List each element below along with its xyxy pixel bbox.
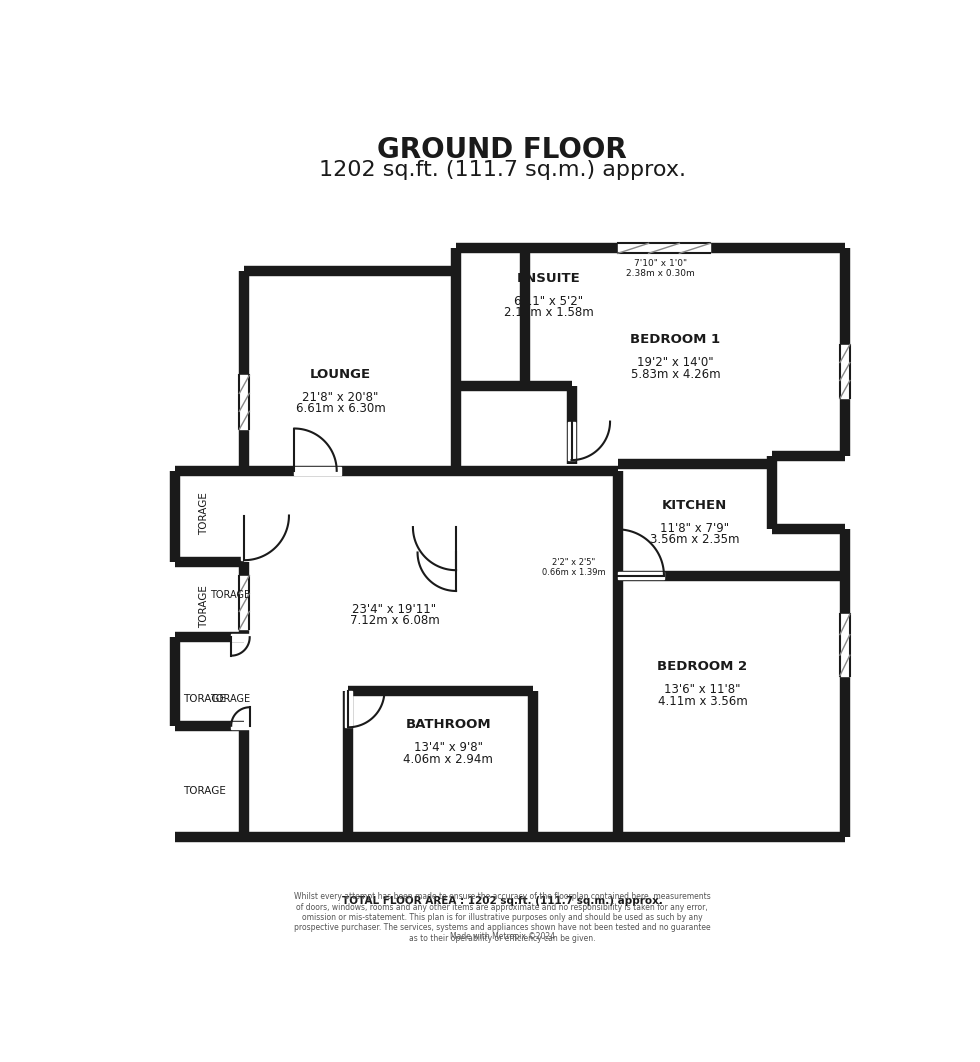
Polygon shape xyxy=(453,552,460,594)
Text: TORAGE: TORAGE xyxy=(183,693,225,704)
Text: BEDROOM 1: BEDROOM 1 xyxy=(630,333,720,346)
Text: GROUND FLOOR: GROUND FLOOR xyxy=(377,136,627,164)
Polygon shape xyxy=(241,515,248,560)
Text: TORAGE: TORAGE xyxy=(199,493,210,535)
Polygon shape xyxy=(453,533,460,576)
Text: KITCHEN: KITCHEN xyxy=(662,499,727,512)
Text: 1202 sq.ft. (111.7 sq.m.) approx.: 1202 sq.ft. (111.7 sq.m.) approx. xyxy=(318,159,686,179)
Polygon shape xyxy=(453,527,460,570)
Text: 4.06m x 2.94m: 4.06m x 2.94m xyxy=(404,753,493,766)
Text: 6.61m x 6.30m: 6.61m x 6.30m xyxy=(296,402,385,415)
Text: BEDROOM 2: BEDROOM 2 xyxy=(658,661,748,673)
Text: 3.56m x 2.35m: 3.56m x 2.35m xyxy=(650,533,740,546)
Text: BATHROOM: BATHROOM xyxy=(406,718,491,731)
Text: 13'4" x 9'8": 13'4" x 9'8" xyxy=(414,741,483,754)
Text: 0.66m x 1.39m: 0.66m x 1.39m xyxy=(542,568,606,577)
Text: ENSUITE: ENSUITE xyxy=(516,272,580,285)
Text: 11'8" x 7'9": 11'8" x 7'9" xyxy=(661,521,729,534)
Text: 13'6" x 11'8": 13'6" x 11'8" xyxy=(664,683,741,697)
Text: 2'2" x 2'5": 2'2" x 2'5" xyxy=(553,558,596,567)
Text: LOUNGE: LOUNGE xyxy=(310,367,371,381)
Text: TORAGE: TORAGE xyxy=(210,589,250,600)
Text: 21'8" x 20'8": 21'8" x 20'8" xyxy=(303,391,378,404)
Text: TORAGE: TORAGE xyxy=(183,786,225,796)
Text: TOTAL FLOOR AREA : 1202 sq.ft. (111.7 sq.m.) approx.: TOTAL FLOOR AREA : 1202 sq.ft. (111.7 sq… xyxy=(342,895,662,906)
Polygon shape xyxy=(345,691,352,727)
Polygon shape xyxy=(617,572,664,579)
Polygon shape xyxy=(231,634,250,640)
Polygon shape xyxy=(840,614,850,675)
Text: Whilst every attempt has been made to ensure the accuracy of the floorplan conta: Whilst every attempt has been made to en… xyxy=(294,892,710,943)
Text: 7'10" x 1'0": 7'10" x 1'0" xyxy=(633,259,687,269)
Polygon shape xyxy=(294,467,341,475)
Text: Made with Metropix ©2024: Made with Metropix ©2024 xyxy=(450,932,555,941)
Polygon shape xyxy=(239,576,249,630)
Text: 4.11m x 3.56m: 4.11m x 3.56m xyxy=(658,695,748,708)
Text: 7.12m x 6.08m: 7.12m x 6.08m xyxy=(350,614,439,627)
Polygon shape xyxy=(567,422,575,460)
Text: 19'2" x 14'0": 19'2" x 14'0" xyxy=(637,356,713,370)
Text: 6'11" x 5'2": 6'11" x 5'2" xyxy=(514,294,583,308)
Polygon shape xyxy=(231,722,250,730)
Text: TORAGE: TORAGE xyxy=(210,693,250,704)
Polygon shape xyxy=(617,243,710,254)
Polygon shape xyxy=(239,375,249,429)
Text: 2.38m x 0.30m: 2.38m x 0.30m xyxy=(625,270,695,278)
Text: 2.12m x 1.58m: 2.12m x 1.58m xyxy=(504,306,593,319)
Polygon shape xyxy=(840,344,850,398)
Text: TORAGE: TORAGE xyxy=(199,585,210,628)
Text: 23'4" x 19'11": 23'4" x 19'11" xyxy=(353,602,436,616)
Text: 5.83m x 4.26m: 5.83m x 4.26m xyxy=(631,367,720,380)
